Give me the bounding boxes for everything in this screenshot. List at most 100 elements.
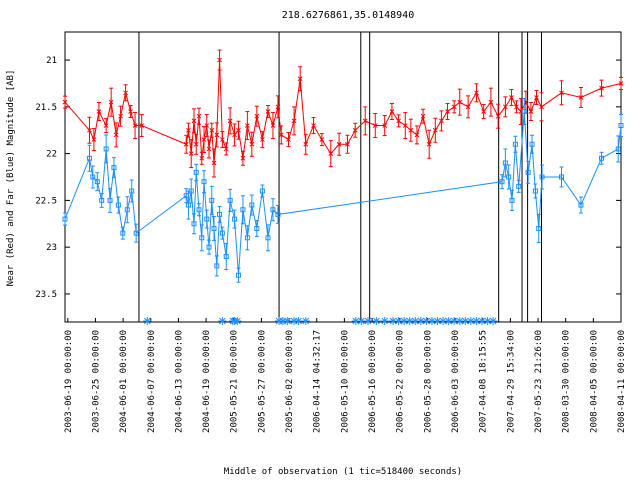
- bottom-marker-11: [351, 317, 360, 325]
- data-point-1-50: [536, 225, 542, 231]
- y-tick-label-5: 23.5: [35, 290, 57, 300]
- data-point-0-77: [539, 104, 544, 110]
- data-point-0-43: [303, 141, 309, 147]
- bottom-marker-25: [439, 317, 448, 325]
- bottom-marker-18: [400, 317, 409, 325]
- x-tick-label-5: 2004-06-19 00:00:00: [202, 330, 212, 433]
- data-point-0-37: [270, 123, 276, 128]
- data-point-0-70: [502, 104, 508, 110]
- data-point-0-47: [336, 141, 342, 147]
- y-tick-label-2: 22: [46, 150, 57, 160]
- data-point-0-66: [474, 90, 479, 96]
- bottom-marker-4: [233, 317, 242, 325]
- data-point-0-81: [618, 81, 624, 86]
- x-tick-label-1: 2003-06-25 00:00:00: [91, 330, 101, 433]
- data-point-1-0: [62, 216, 68, 222]
- data-point-1-9: [120, 230, 126, 236]
- bottom-marker-28: [455, 317, 464, 325]
- bottom-marker-17: [394, 317, 403, 325]
- data-point-0-44: [311, 123, 316, 128]
- data-point-0-53: [389, 109, 395, 114]
- bottom-marker-27: [450, 317, 459, 325]
- data-point-1-12: [133, 230, 139, 236]
- bottom-marker-0: [143, 317, 152, 325]
- data-point-0-79: [578, 95, 584, 100]
- x-tick-label-18: 2008-03-30 00:00:00: [562, 330, 572, 433]
- data-point-0-12: [183, 141, 189, 147]
- x-tick-label-9: 2006-04-14 04:32:17: [313, 330, 323, 433]
- data-point-1-51: [539, 174, 545, 180]
- bottom-marker-8: [290, 317, 299, 325]
- x-tick-label-10: 2006-05-10 00:00:00: [340, 330, 350, 433]
- data-point-1-48: [529, 141, 535, 147]
- data-point-0-67: [481, 109, 487, 114]
- data-point-0-65: [465, 104, 471, 110]
- y-tick-label-3: 22.5: [35, 196, 57, 206]
- x-tick-label-4: 2004-06-13 00:00:00: [174, 330, 184, 433]
- y-tick-label-0: 21: [46, 56, 57, 66]
- data-point-0-13: [186, 127, 191, 133]
- plot-area: 21 21.5 22 22.5 23 23.5 2003-06-19 00:00:00 200…: [35, 31, 627, 433]
- data-point-1-26: [217, 211, 223, 217]
- bottom-marker-19: [405, 317, 414, 325]
- data-point-1-4: [99, 197, 105, 203]
- data-point-0-15: [191, 118, 197, 124]
- bottom-marker-30: [466, 317, 475, 325]
- bottom-marker-12: [357, 317, 366, 325]
- y-tick-label-1: 21.5: [35, 103, 57, 113]
- data-point-1-11: [129, 188, 135, 194]
- data-point-0-27: [223, 146, 229, 152]
- data-point-0-60: [432, 127, 438, 133]
- data-point-1-39: [275, 211, 281, 217]
- data-point-0-4: [103, 123, 109, 128]
- data-point-1-53: [578, 202, 584, 208]
- data-point-0-29: [232, 132, 237, 138]
- data-point-1-47: [525, 169, 531, 175]
- bottom-marker-16: [389, 317, 398, 325]
- data-point-1-56: [618, 123, 624, 129]
- data-point-0-71: [509, 95, 514, 100]
- x-tick-label-0: 2003-06-19 00:00:00: [64, 330, 74, 433]
- x-tick-label-17: 2007-05-23 21:26:00: [534, 330, 544, 433]
- bottom-marker-13: [364, 317, 373, 325]
- x-tick-label-16: 2007-04-29 15:34:00: [506, 330, 516, 433]
- data-point-1-23: [209, 197, 215, 203]
- bottom-marker-15: [380, 317, 389, 325]
- data-point-0-6: [113, 132, 119, 138]
- bottom-marker-21: [416, 317, 425, 325]
- x-axis-label: Middle of observation (1 tic=518400 seco…: [224, 467, 462, 477]
- data-point-0-69: [495, 113, 501, 119]
- data-point-1-46: [521, 109, 527, 115]
- data-point-0-14: [188, 151, 194, 156]
- data-point-1-52: [559, 174, 565, 180]
- data-point-1-21: [204, 216, 210, 222]
- x-tick-label-11: 2006-05-16 00:00:00: [368, 330, 378, 433]
- data-point-0-33: [249, 141, 255, 147]
- data-point-1-55: [615, 146, 621, 152]
- data-point-0-50: [362, 118, 368, 124]
- data-point-0-41: [291, 118, 297, 124]
- data-point-1-5: [103, 146, 109, 152]
- data-point-0-38: [275, 104, 281, 110]
- bottom-marker-22: [422, 317, 431, 325]
- data-point-1-42: [506, 174, 512, 180]
- data-point-1-32: [240, 207, 246, 213]
- data-point-0-17: [196, 113, 202, 119]
- bottom-marker-23: [427, 317, 436, 325]
- x-tick-label-13: 2006-05-28 00:00:00: [423, 330, 433, 433]
- data-point-1-40: [499, 179, 505, 185]
- data-point-0-42: [297, 76, 303, 82]
- data-point-1-30: [232, 216, 238, 222]
- data-point-0-51: [372, 123, 378, 128]
- data-point-1-16: [191, 221, 197, 227]
- data-point-1-54: [599, 155, 605, 161]
- x-tick-label-7: 2005-05-27 00:00:00: [257, 330, 267, 433]
- x-tick-label-12: 2006-05-22 00:00:00: [396, 330, 406, 433]
- data-point-0-28: [227, 118, 233, 124]
- data-point-1-8: [115, 202, 121, 208]
- data-point-1-6: [107, 197, 113, 203]
- data-point-0-46: [328, 151, 334, 156]
- x-tick-label-19: 2008-04-05 00:00:00: [589, 330, 599, 433]
